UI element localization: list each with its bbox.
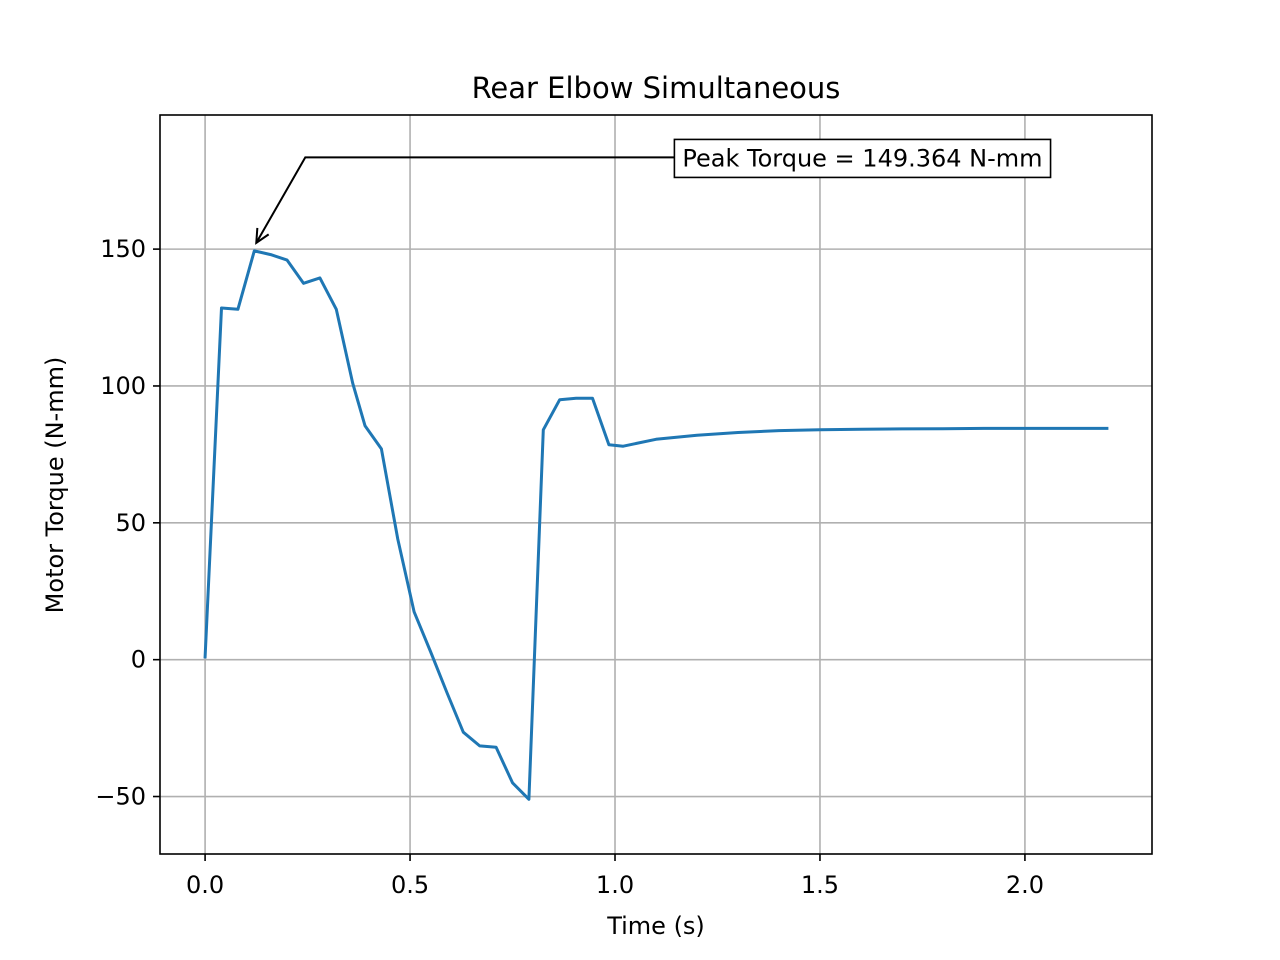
y-tick-label: 50 xyxy=(115,509,146,537)
grid xyxy=(160,115,1152,854)
x-axis-label: Time (s) xyxy=(606,912,705,940)
chart-title: Rear Elbow Simultaneous xyxy=(472,71,841,105)
y-ticks: −50 0 50 100 150 xyxy=(95,235,160,811)
annotation-text: Peak Torque = 149.364 N-mm xyxy=(682,144,1042,172)
x-tick-label: 1.5 xyxy=(801,871,839,899)
annotation: Peak Torque = 149.364 N-mm xyxy=(255,138,1052,245)
y-tick-label: 100 xyxy=(100,372,146,400)
x-tick-label: 0.5 xyxy=(391,871,429,899)
x-tick-label: 0.0 xyxy=(186,871,224,899)
annotation-box xyxy=(673,138,1052,179)
annotation-arrow-line xyxy=(255,156,675,244)
x-tick-label: 2.0 xyxy=(1006,871,1044,899)
series-line xyxy=(203,249,1109,801)
y-axis-label: Motor Torque (N-mm) xyxy=(41,357,69,614)
y-tick-label: −50 xyxy=(95,783,146,811)
plot-frame xyxy=(159,114,1153,855)
x-tick-label: 1.0 xyxy=(596,871,634,899)
y-tick-label: 0 xyxy=(131,646,146,674)
annotation-arrowhead xyxy=(255,227,270,245)
x-ticks: 0.0 0.5 1.0 1.5 2.0 xyxy=(186,854,1044,899)
y-tick-label: 150 xyxy=(100,235,146,263)
series-layer xyxy=(203,249,1109,801)
